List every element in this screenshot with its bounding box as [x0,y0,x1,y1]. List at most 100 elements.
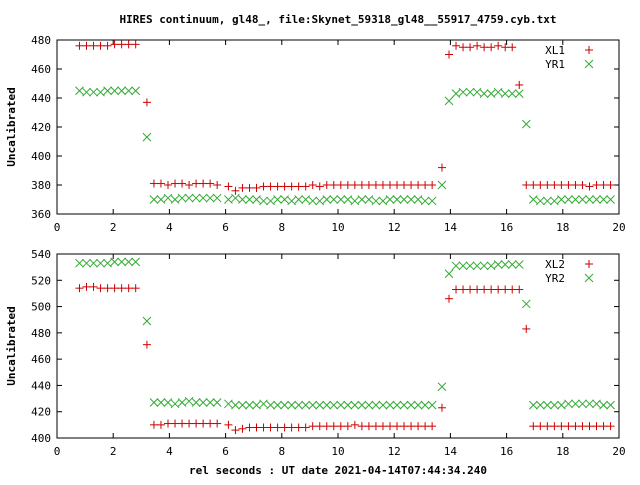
data-point [273,423,282,432]
data-point [578,181,587,189]
data-point-d2 [413,400,423,410]
data-point [103,284,112,293]
data-point-d2 [103,86,112,96]
data-point [399,400,409,410]
data-point [472,261,482,271]
data-point [585,195,594,204]
data-point [315,400,325,410]
data-point [606,181,615,189]
data-point [163,398,173,407]
legend-marker [585,46,593,54]
data-point-d2 [451,89,461,99]
data-point [89,41,98,50]
data-point [124,284,133,293]
data-point [89,87,98,97]
data-point-d2 [75,86,84,96]
data-point-d2 [163,193,173,203]
data-point [413,195,423,204]
data-point [585,399,594,409]
data-point [494,285,503,294]
data-point [522,181,531,189]
data-point-d2 [557,400,566,410]
x-tick-label: 8 [278,221,285,234]
data-point [287,423,296,432]
data-point [156,420,165,429]
data-point [392,195,402,204]
x-tick-label: 10 [331,221,344,234]
data-point [273,182,282,191]
data-point [322,195,332,204]
data-point-d2 [542,196,552,206]
legend-marker [584,59,594,69]
data-point [473,285,482,294]
legend-marker [585,260,593,268]
x-tick-label: 4 [166,221,173,234]
data-point [315,422,324,431]
data-point [557,195,566,204]
data-point-d2 [198,398,208,407]
data-point [585,422,594,431]
data-point [322,181,331,189]
data-point [259,423,268,432]
data-point-d2 [75,258,84,268]
data-point [501,285,510,294]
series-yr2 [75,257,615,410]
data-point [494,41,503,50]
data-point-d2 [224,399,233,409]
data-point-d2 [131,86,141,96]
data-point-d2 [294,400,304,410]
data-point [357,400,367,410]
data-point [578,399,587,409]
data-point [385,195,395,204]
data-point-d2 [606,195,615,204]
data-point [149,195,159,204]
data-point [82,258,91,268]
data-point [199,419,208,428]
data-point-d2 [231,400,240,410]
y-tick-label: 420 [31,406,51,419]
data-point [170,195,180,204]
data-point [329,195,339,204]
data-point [329,400,339,410]
data-point [500,89,510,99]
data-point-d2 [479,261,489,271]
x-tick-label: 2 [110,445,117,458]
data-point [585,182,594,191]
data-point [350,420,359,429]
data-point-d2 [149,195,159,204]
x-tick-label: 2 [110,221,117,234]
data-point [238,400,247,410]
data-point-d2 [371,196,381,206]
data-point-d2 [528,400,538,410]
data-point [451,89,461,99]
data-point [385,400,395,410]
x-tick-label: 8 [278,445,285,458]
data-point-d2 [308,196,318,206]
data-point-d2 [287,400,296,410]
data-point [521,299,531,309]
data-point [273,195,282,204]
data-point [406,195,416,204]
data-point-d2 [535,400,545,410]
data-point [480,43,489,52]
data-point-d2 [322,195,332,204]
legend-marker [584,273,594,283]
data-point-d2 [585,399,594,409]
data-point-d2 [238,195,247,204]
data-point [452,41,461,50]
data-point-d2 [343,195,353,204]
data-point [514,89,524,99]
data-point-d2 [184,396,194,406]
data-point [542,400,552,410]
data-point [343,422,352,431]
data-point [142,132,152,142]
data-point-d2 [550,400,559,410]
data-point-d2 [364,400,374,410]
data-point [149,179,158,188]
data-point [259,196,268,206]
data-point [557,422,566,431]
data-point-d2 [315,196,325,206]
data-point [407,181,416,189]
data-point [521,119,531,129]
